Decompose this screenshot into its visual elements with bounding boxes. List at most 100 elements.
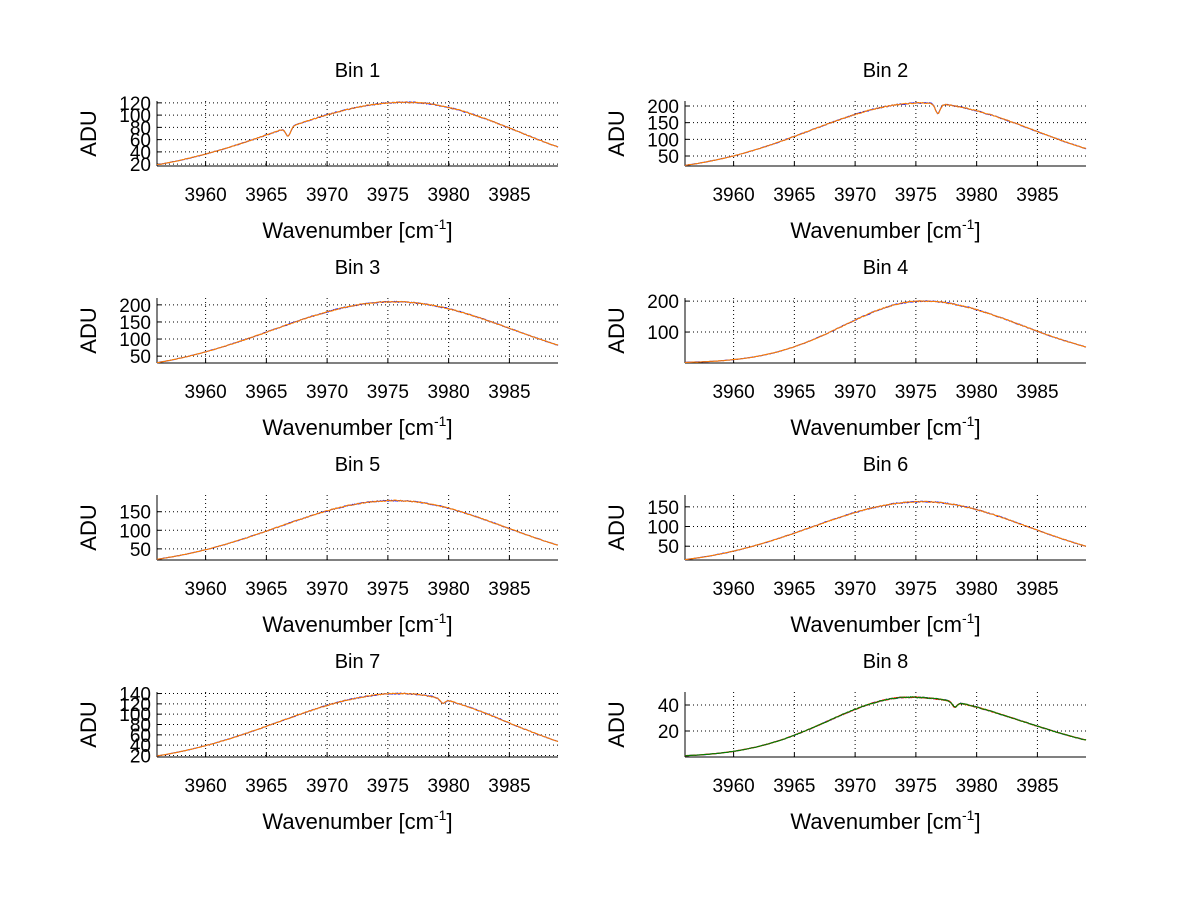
y-tick-label: 60: [130, 131, 151, 152]
series-line-3: [685, 696, 1087, 757]
x-tick-label: 3970: [306, 579, 348, 600]
x-axis-label-superscript: -1: [434, 216, 447, 232]
y-axis-label: ADU: [604, 110, 629, 156]
x-tick-label: 3960: [712, 579, 754, 600]
y-axis-label: ADU: [604, 504, 629, 550]
subplot-bin-8: Bin 8 3960 3965 3970 3975 3980 3985 20 40 ADU Wave…: [604, 651, 1087, 834]
x-axis-label: Wavenumber [cm-1]: [262, 807, 452, 834]
x-axis-label: Wavenumber [cm-1]: [262, 610, 452, 637]
x-axis-label-end: ]: [974, 612, 980, 637]
series-line-2: [156, 101, 559, 166]
x-tick-label: 3985: [1016, 579, 1058, 600]
series-line-2: [156, 692, 559, 757]
x-tick-label: 3965: [773, 185, 815, 206]
x-tick-label: 3960: [712, 776, 754, 797]
y-tick-label: 40: [130, 143, 151, 164]
x-tick-label: 3980: [427, 382, 469, 403]
x-axis-label-end: ]: [446, 415, 452, 440]
x-axis-label-text: Wavenumber [cm: [790, 218, 962, 243]
x-axis-label-text: Wavenumber [cm: [790, 612, 962, 637]
series-line-1: [156, 300, 559, 364]
x-tick-label: 3965: [773, 579, 815, 600]
x-tick-label: 3970: [834, 382, 876, 403]
x-axis-label-end: ]: [974, 218, 980, 243]
y-tick-label: 140: [119, 685, 151, 706]
y-tick-label: 50: [130, 347, 151, 368]
x-tick-label: 3965: [773, 382, 815, 403]
series-line-1: [684, 500, 1087, 561]
x-tick-label: 3965: [245, 185, 287, 206]
x-axis-label-superscript: -1: [962, 216, 975, 232]
x-axis-label-superscript: -1: [962, 807, 975, 823]
x-axis-label-superscript: -1: [962, 413, 975, 429]
x-tick-label: 3985: [488, 579, 530, 600]
subplot-bin-4: Bin 4 3960 3965 3970 3975 3980 3985 100 200 ADU Wa…: [604, 257, 1087, 440]
y-tick-label: 100: [119, 705, 151, 726]
x-tick-label: 3975: [367, 579, 409, 600]
x-tick-label: 3970: [834, 185, 876, 206]
x-tick-label: 3975: [367, 185, 409, 206]
x-axis-label-text: Wavenumber [cm: [262, 809, 434, 834]
x-tick-label: 3975: [367, 776, 409, 797]
y-tick-label: 40: [658, 696, 679, 717]
x-tick-label: 3970: [306, 776, 348, 797]
subplot-bin-3: Bin 3 3960 3965 3970 3975 3980 3985 50100150200…: [76, 257, 559, 440]
x-axis-label-end: ]: [446, 612, 452, 637]
subplot-title: Bin 2: [863, 60, 909, 82]
x-tick-label: 3960: [184, 776, 226, 797]
series-line-2: [684, 696, 1087, 757]
y-tick-label: 80: [130, 716, 151, 737]
x-axis-label-superscript: -1: [434, 610, 447, 626]
x-tick-label: 3960: [184, 579, 226, 600]
x-tick-label: 3960: [184, 185, 226, 206]
x-tick-label: 3985: [1016, 185, 1058, 206]
series-line-2: [156, 499, 559, 560]
x-tick-label: 3980: [955, 579, 997, 600]
x-tick-label: 3975: [895, 579, 937, 600]
x-tick-label: 3965: [245, 776, 287, 797]
subplot-title: Bin 6: [863, 454, 909, 476]
y-tick-label: 20: [658, 722, 679, 743]
y-tick-label: 50: [130, 540, 151, 561]
y-axis-label: ADU: [76, 110, 101, 156]
series-line-1: [684, 696, 1087, 757]
x-axis-label-end: ]: [974, 415, 980, 440]
series-line-1: [156, 101, 559, 166]
y-tick-label: 100: [119, 106, 151, 127]
x-tick-label: 3980: [955, 185, 997, 206]
x-tick-label: 3975: [895, 776, 937, 797]
y-axis-label: ADU: [76, 504, 101, 550]
x-tick-label: 3970: [306, 185, 348, 206]
x-axis-label-end: ]: [446, 809, 452, 834]
y-tick-label: 100: [119, 521, 151, 542]
x-tick-label: 3960: [712, 382, 754, 403]
x-tick-label: 3985: [1016, 776, 1058, 797]
y-tick-label: 150: [119, 313, 151, 334]
y-tick-label: 50: [658, 147, 679, 168]
y-tick-label: 20: [130, 746, 151, 767]
x-axis-label-superscript: -1: [962, 610, 975, 626]
y-tick-label: 120: [119, 695, 151, 716]
series-line-2: [684, 101, 1087, 167]
x-axis-label-end: ]: [974, 809, 980, 834]
subplot-title: Bin 5: [335, 454, 381, 476]
y-tick-label: 20: [130, 155, 151, 176]
x-tick-label: 3965: [245, 579, 287, 600]
x-tick-label: 3970: [306, 382, 348, 403]
x-tick-label: 3980: [955, 382, 997, 403]
x-tick-label: 3970: [834, 579, 876, 600]
y-tick-label: 200: [647, 292, 679, 313]
y-tick-label: 50: [658, 537, 679, 558]
y-tick-label: 40: [130, 736, 151, 757]
x-tick-label: 3965: [245, 382, 287, 403]
x-tick-label: 3965: [773, 776, 815, 797]
subplot-title: Bin 4: [863, 257, 909, 279]
y-axis-label: ADU: [604, 701, 629, 747]
y-tick-label: 100: [647, 518, 679, 539]
series-line-2: [156, 300, 559, 364]
x-tick-label: 3975: [367, 382, 409, 403]
x-axis-label-text: Wavenumber [cm: [790, 809, 962, 834]
series-line-4: [684, 696, 1087, 757]
